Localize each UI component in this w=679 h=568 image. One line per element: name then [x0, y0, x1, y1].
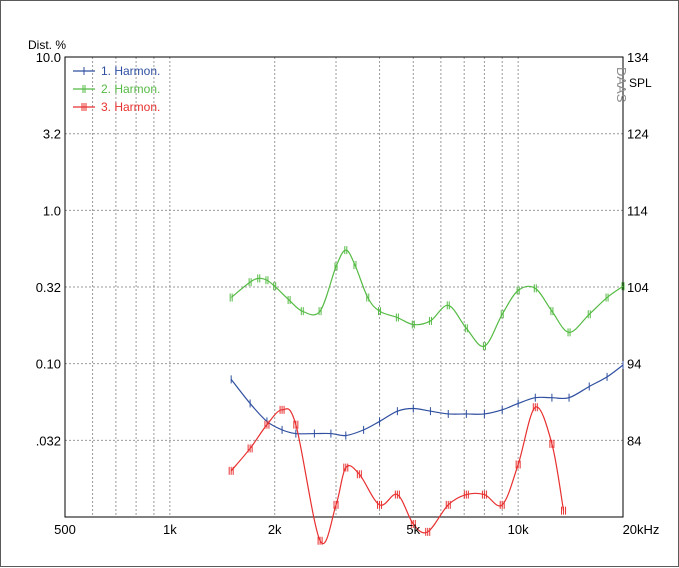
x-tick-label: 500	[54, 522, 76, 537]
x-tick-label: 10k	[508, 522, 529, 537]
series-layer	[228, 246, 625, 545]
legend-item: 1. Harmon.	[73, 64, 160, 78]
x-tick-label: 2k	[268, 522, 282, 537]
y-right-tick-label: 114	[627, 203, 648, 218]
legend-item: 3. Harmon.	[73, 100, 160, 114]
y-left-tick-label: .032	[36, 433, 61, 448]
axis-labels: Dist. % SPL DAAS 500 1k 2k 5k 10k 20kHz 10.0 3.…	[28, 38, 659, 537]
series-2	[229, 246, 625, 351]
x-tick-label: 20kHz	[623, 522, 660, 537]
y-left-tick-label: 1.0	[43, 203, 61, 218]
series-line	[230, 406, 565, 545]
y-left-unit-label: Dist. %	[28, 38, 66, 52]
y-left-tick-label: 0.10	[36, 357, 61, 372]
x-tick-label: 1k	[163, 522, 177, 537]
y-left-tick-label: 3.2	[43, 127, 61, 142]
y-right-tick-label: 134	[627, 50, 649, 65]
series-3	[228, 403, 567, 545]
y-right-tick-label: 104	[627, 280, 649, 295]
legend-label: 2. Harmon.	[101, 82, 160, 96]
plot-border	[64, 56, 624, 518]
legend-label: 3. Harmon.	[101, 100, 160, 114]
grid	[65, 57, 623, 517]
daas-watermark: DAAS	[614, 67, 629, 103]
plot-area	[65, 57, 623, 517]
y-right-tick-label: 84	[627, 433, 641, 448]
y-left-tick-label: 10.0	[36, 50, 61, 65]
legend-item: 2. Harmon.	[73, 82, 160, 96]
series-line	[230, 364, 624, 437]
y-right-unit-label: SPL	[629, 76, 652, 90]
series-line	[230, 249, 624, 347]
y-right-tick-label: 124	[627, 127, 649, 142]
x-tick-label: 5k	[406, 522, 420, 537]
legend: 1. Harmon. 2. Harmon. 3. Harmon.	[73, 64, 160, 114]
y-right-tick-label: 94	[627, 357, 641, 372]
y-left-tick-label: 0.32	[36, 280, 61, 295]
legend-label: 1. Harmon.	[101, 64, 160, 78]
